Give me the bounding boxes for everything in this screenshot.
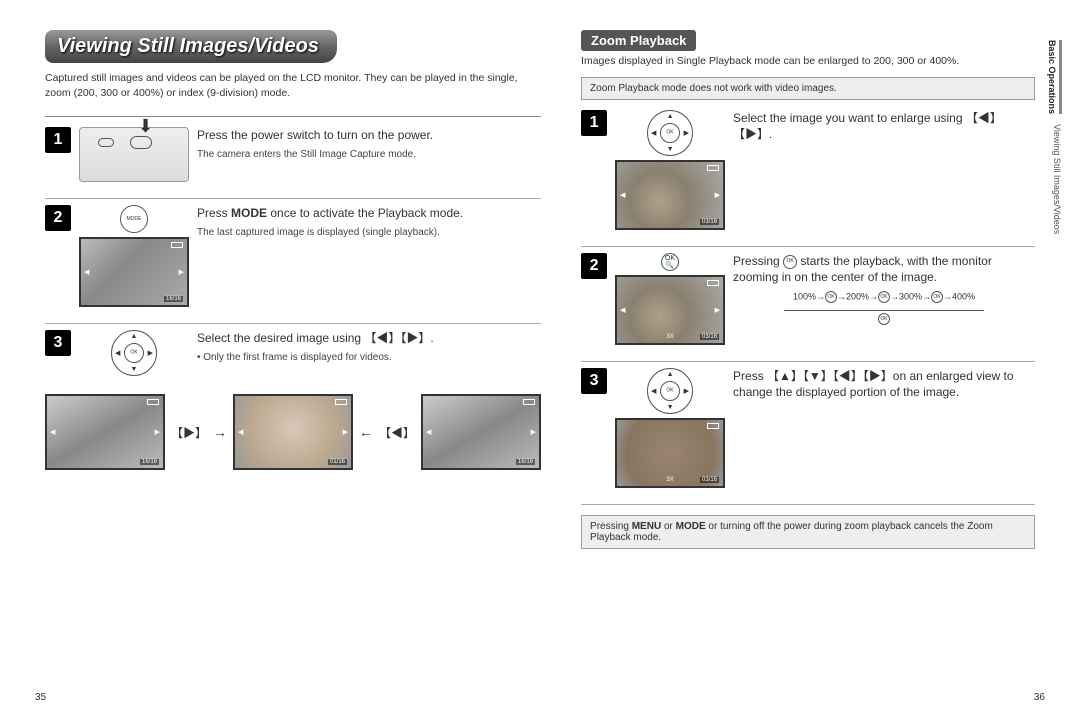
step-heading: Press 【▲】【▼】【◀】【▶】on an enlarged view to… [733, 368, 1035, 400]
step-heading: Press MODE once to activate the Playback… [197, 205, 541, 221]
section-title: Viewing Still Images/Videos [45, 30, 337, 63]
step-illustration: ▲▼◀▶ OK [79, 330, 189, 376]
mode-button-icon: MODE [120, 205, 148, 233]
step-number: 3 [581, 368, 607, 394]
step-illustration: ▲▼◀▶ OK 03/16 3X [615, 368, 725, 488]
lcd-preview: 03/16 3X [615, 418, 725, 488]
ok-button-icon: OK🔍 [661, 253, 679, 271]
nav-left-label: 【◀】 [379, 424, 415, 441]
step-heading: Pressing OK starts the playback, with th… [733, 253, 1035, 285]
camera-illustration: ⬇ [79, 127, 189, 182]
step-3: 3 ▲▼◀▶ OK Select the desired image using… [45, 330, 541, 376]
zoom-step-2: 2 OK🔍 ◀▶ 03/16 3X Pressing OK starts the… [581, 253, 1035, 345]
dpad-icon: ▲▼◀▶ OK [111, 330, 157, 376]
zoom-step-1: 1 ▲▼◀▶ OK ◀▶ 03/16 Select the image you … [581, 110, 1035, 230]
step-number: 3 [45, 330, 71, 356]
step-2: 2 MODE ◀▶ 16/16 Press MODE once to activ… [45, 205, 541, 307]
step-heading: Press the power switch to turn on the po… [197, 127, 541, 143]
dpad-icon: ▲▼◀▶ OK [647, 368, 693, 414]
step-number: 1 [45, 127, 71, 153]
step-heading: Select the desired image using 【◀】【▶】. [197, 330, 541, 346]
step-heading: Select the image you want to enlarge usi… [733, 110, 1035, 142]
intro-text: Captured still images and videos can be … [45, 71, 541, 100]
step-subtext: • Only the first frame is displayed for … [197, 351, 541, 365]
ok-inline-icon: OK [783, 255, 797, 269]
nav-right-label: 【▶】 [171, 424, 207, 441]
thumbnail: ◀▶ 16/16 [45, 394, 165, 470]
side-tab: Basic Operations Viewing Still Images/Vi… [1047, 40, 1062, 234]
step-illustration: ▲▼◀▶ OK ◀▶ 03/16 [615, 110, 725, 230]
step-number: 2 [45, 205, 71, 231]
side-tab-page: Viewing Still Images/Videos [1047, 124, 1062, 234]
zoom-step-3: 3 ▲▼◀▶ OK 03/16 3X Press 【▲】【▼】【◀】【▶】on … [581, 368, 1035, 488]
step-number: 2 [581, 253, 607, 279]
thumbnail-row: ◀▶ 16/16 【▶】 → ◀▶ 01/16 ← 【◀】 ◀▶ 16/16 [45, 394, 541, 470]
note-box: Zoom Playback mode does not work with vi… [581, 77, 1035, 100]
divider [45, 116, 541, 117]
right-page: Zoom Playback Images displayed in Single… [581, 30, 1035, 697]
thumbnail: ◀▶ 16/16 [421, 394, 541, 470]
intro-text: Images displayed in Single Playback mode… [581, 55, 1035, 67]
footer-note: Pressing MENU or MODE or turning off the… [581, 515, 1035, 549]
page-number-left: 35 [35, 692, 46, 703]
lcd-preview: ◀▶ 16/16 [79, 237, 189, 307]
lcd-preview: ◀▶ 03/16 3X [615, 275, 725, 345]
step-illustration: ⬇ [79, 127, 189, 182]
subsection-title: Zoom Playback [581, 30, 696, 51]
step-subtext: The camera enters the Still Image Captur… [197, 148, 541, 162]
step-1: 1 ⬇ Press the power switch to turn on th… [45, 127, 541, 182]
thumbnail: ◀▶ 01/16 [233, 394, 353, 470]
step-number: 1 [581, 110, 607, 136]
step-illustration: MODE ◀▶ 16/16 [79, 205, 189, 307]
page-number-right: 36 [1034, 692, 1045, 703]
zoom-chain: 100%→OK→200%→OK→300%→OK→400% OK [733, 291, 1035, 325]
lcd-preview: ◀▶ 03/16 [615, 160, 725, 230]
step-illustration: OK🔍 ◀▶ 03/16 3X [615, 253, 725, 345]
arrow-down-icon: ⬇ [138, 116, 153, 137]
dpad-icon: ▲▼◀▶ OK [647, 110, 693, 156]
left-page: Viewing Still Images/Videos Captured sti… [45, 30, 541, 697]
step-subtext: The last captured image is displayed (si… [197, 226, 541, 240]
side-tab-section: Basic Operations [1047, 40, 1062, 114]
